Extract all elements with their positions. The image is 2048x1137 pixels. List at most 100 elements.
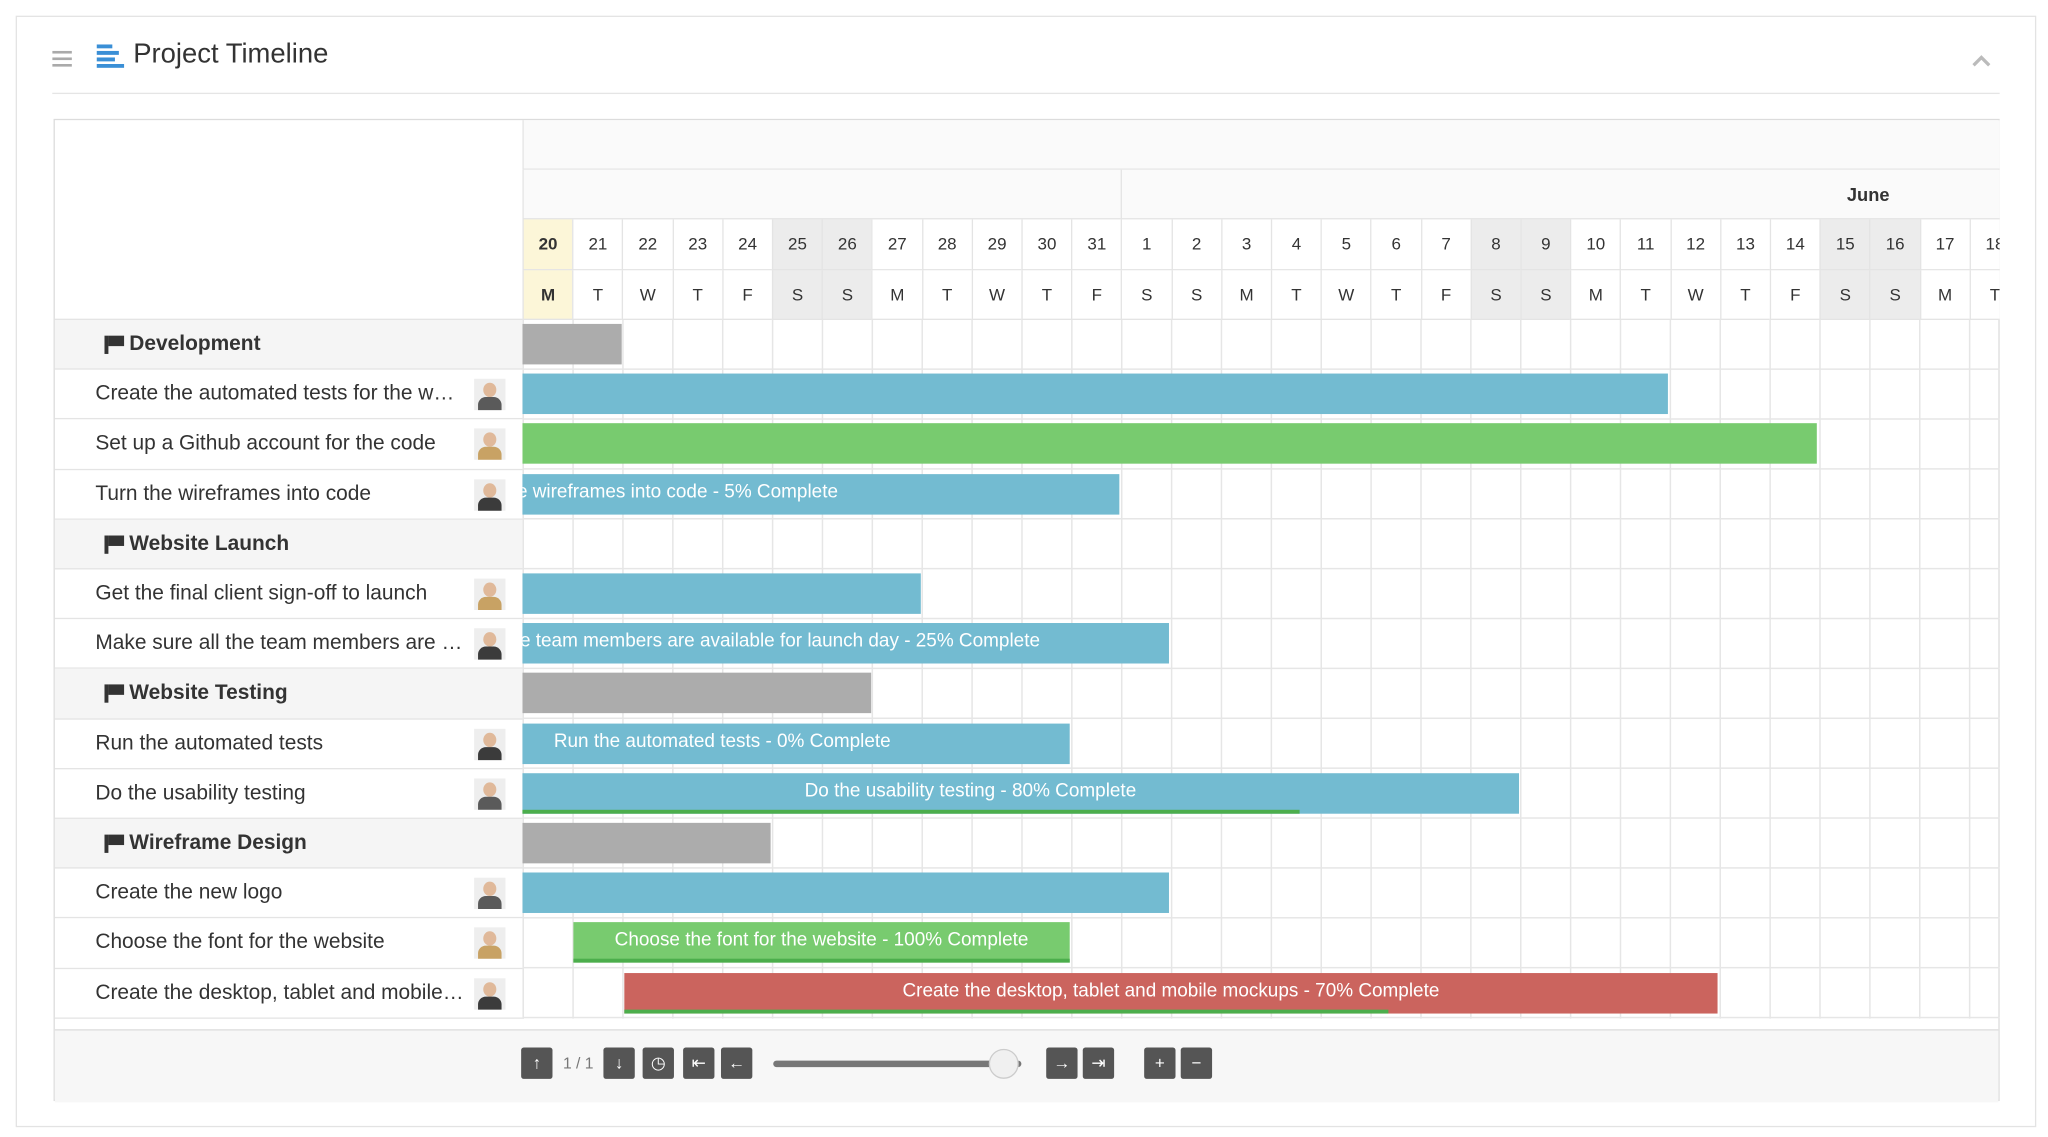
gantt: Development Create the automated tests fo…: [53, 118, 2000, 1103]
weekday-label: F: [1420, 269, 1471, 320]
task-bar[interactable]: Create the desktop, tablet and mobile mo…: [624, 972, 1718, 1014]
weekday-label: T: [1270, 269, 1321, 320]
weekday-label: W: [1669, 269, 1720, 320]
avatar: [474, 977, 506, 1010]
timeline: June Turn the wireframes into code - 5% …: [522, 120, 2000, 1019]
today-button[interactable]: ◷: [642, 1047, 674, 1079]
avatar-head: [483, 981, 497, 997]
day-label: 30: [1021, 219, 1072, 270]
last-button[interactable]: ⇥: [1082, 1047, 1115, 1079]
avatar-body: [478, 946, 502, 960]
day-label: 29: [971, 219, 1022, 270]
avatar-head: [483, 482, 497, 498]
first-button[interactable]: ⇤: [683, 1047, 715, 1079]
task-row: Run the automated tests: [54, 719, 523, 770]
weekday-label: W: [622, 269, 673, 320]
task-row: Turn the wireframes into code: [54, 470, 523, 520]
weekday-label: S: [821, 269, 872, 320]
weekday-label: M: [1570, 269, 1621, 320]
prev-button[interactable]: ←: [720, 1047, 753, 1079]
group-row: Website Launch: [54, 519, 523, 570]
avatar-head: [483, 432, 497, 448]
task-bar[interactable]: Do the usability testing - 80% Complete: [522, 772, 1520, 814]
panel: [15, 15, 2037, 1128]
group-row: Wireframe Design: [54, 818, 523, 869]
task-name: Set up a Github account for the code: [95, 432, 436, 456]
avatar-head: [483, 732, 497, 747]
flag-icon: [104, 834, 109, 853]
bar-label: Do the usability testing - 80% Complete: [804, 780, 1137, 802]
collapse-button[interactable]: [1971, 52, 1992, 68]
day-label: 20: [522, 219, 573, 270]
zoom-out-button[interactable]: −: [1180, 1047, 1213, 1079]
avatar-head: [483, 881, 497, 897]
weekday-label: S: [1121, 269, 1172, 320]
task-row: Get the final client sign-off to launch: [54, 569, 523, 620]
avatar-body: [478, 646, 502, 660]
avatar: [474, 778, 506, 810]
day-label: 10: [1570, 219, 1621, 270]
day-label: 7: [1420, 219, 1471, 270]
weekday-label: M: [871, 269, 922, 320]
weekday-label: S: [1869, 269, 1920, 320]
task-row: Create the desktop, tablet and mobile…: [54, 969, 523, 1019]
avatar: [474, 728, 506, 760]
day-label: 3: [1220, 219, 1271, 270]
task-bar[interactable]: [522, 573, 921, 614]
weekday-label: S: [1819, 269, 1870, 320]
avatar: [474, 478, 506, 511]
weekday-label: S: [1470, 269, 1521, 320]
group-name: Wireframe Design: [129, 831, 307, 855]
avatar-head: [483, 632, 497, 647]
separator: [52, 92, 2000, 95]
avatar-body: [478, 796, 502, 810]
day-label: 2: [1171, 219, 1221, 270]
slider-knob[interactable]: [988, 1048, 1019, 1079]
avatar: [474, 877, 506, 910]
task-row: Make sure all the team members are …: [54, 619, 523, 670]
up-button[interactable]: ↑: [521, 1047, 553, 1079]
down-button[interactable]: ↓: [603, 1047, 635, 1079]
weekday-label: F: [1071, 269, 1122, 320]
menu-icon[interactable]: [52, 50, 73, 68]
group-row: Website Testing: [54, 669, 523, 720]
flag-icon: [104, 535, 109, 554]
group-row: Development: [54, 319, 523, 370]
task-bar[interactable]: Turn the wireframes into code - 5% Compl…: [522, 473, 1120, 515]
zoom-slider[interactable]: [773, 1060, 1022, 1068]
group-bar: [522, 323, 622, 365]
day-label: 4: [1270, 219, 1321, 270]
task-name: Create the desktop, tablet and mobile…: [95, 981, 464, 1004]
day-label: 31: [1071, 219, 1122, 270]
page-indicator: 1 / 1: [562, 1054, 594, 1073]
task-row: Create the new logo: [54, 869, 523, 919]
flag-icon-cloth: [108, 335, 125, 347]
day-label: 16: [1869, 219, 1920, 270]
zoom-in-button[interactable]: +: [1144, 1047, 1176, 1079]
task-list: Development Create the automated tests fo…: [54, 120, 524, 1019]
task-name: Create the automated tests for the w…: [95, 382, 455, 406]
task-name: Do the usability testing: [95, 782, 306, 805]
weekday-label: T: [1719, 269, 1770, 320]
task-bar[interactable]: [522, 373, 1668, 415]
task-name: Run the automated tests: [95, 732, 324, 755]
weekday-label: S: [771, 269, 822, 320]
day-label: 12: [1669, 219, 1720, 270]
next-button[interactable]: →: [1046, 1047, 1078, 1079]
task-bar[interactable]: Make sure all the team members are avail…: [522, 623, 1169, 664]
task-bar[interactable]: Choose the font for the website - 100% C…: [573, 922, 1070, 964]
avatar: [474, 379, 506, 411]
flag-icon-cloth: [108, 684, 125, 696]
day-label: 5: [1320, 219, 1371, 270]
task-bar[interactable]: [522, 872, 1169, 914]
flag-icon-cloth: [108, 535, 125, 546]
day-label: 27: [871, 219, 922, 270]
task-bar[interactable]: Run the automated tests - 0% Complete: [522, 723, 1070, 764]
bar-label: Choose the font for the website - 100% C…: [614, 930, 1029, 952]
day-label: 9: [1520, 219, 1571, 270]
task-name: Choose the font for the website: [95, 931, 385, 954]
task-bar[interactable]: [522, 423, 1817, 465]
task-row: Create the automated tests for the w…: [54, 370, 523, 420]
avatar: [474, 428, 506, 461]
bar-label: Make sure all the team members are avail…: [522, 631, 1040, 652]
